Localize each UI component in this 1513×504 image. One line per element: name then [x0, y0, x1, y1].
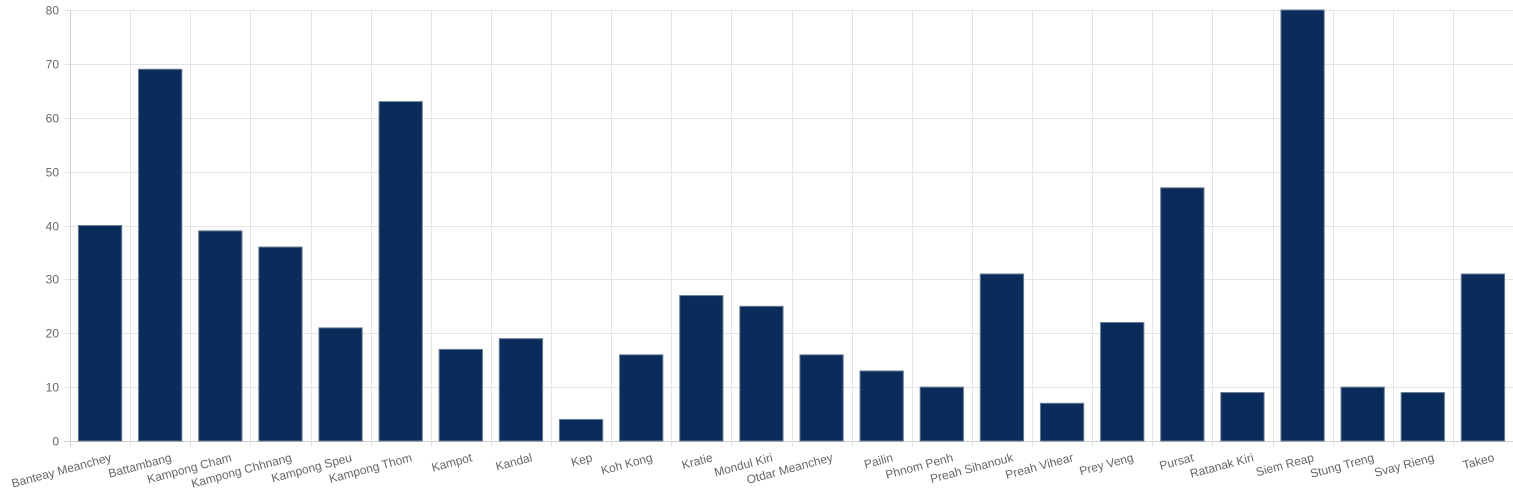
bars	[77, 9, 1506, 442]
x-tick-label: Svay Rieng	[1373, 450, 1436, 479]
bar	[859, 370, 904, 442]
bar	[1340, 386, 1385, 442]
grid	[64, 10, 1513, 447]
y-tick-label: 30	[46, 273, 60, 287]
bar	[679, 295, 724, 442]
bar	[77, 225, 123, 442]
bar	[619, 354, 664, 442]
bar	[378, 101, 423, 442]
bar	[558, 418, 604, 442]
x-tick-label: Kandal	[494, 450, 534, 473]
bar	[1039, 402, 1085, 442]
x-tick-label: Prey Veng	[1078, 450, 1135, 478]
x-tick-label: Koh Kong	[599, 450, 654, 477]
bar	[258, 246, 303, 442]
bar	[138, 68, 183, 442]
bar	[1280, 9, 1325, 442]
bar	[1220, 392, 1265, 442]
bar	[919, 386, 964, 442]
x-tick-label: Siem Reap	[1254, 450, 1315, 479]
y-tick-label: 0	[52, 435, 59, 449]
bar	[739, 305, 784, 442]
x-tick-label: Takeo	[1461, 450, 1496, 472]
bar	[1400, 392, 1445, 442]
y-axis-ticks: 0 10 20 30 40 50 60 70 80	[46, 4, 60, 449]
bar	[1100, 321, 1145, 442]
y-tick-label: 70	[46, 58, 60, 72]
y-tick-label: 40	[46, 220, 60, 234]
bar	[979, 273, 1025, 442]
bar	[799, 354, 844, 442]
x-tick-label: Banteay Meanchey	[10, 450, 113, 490]
y-tick-label: 10	[46, 381, 60, 395]
x-tick-label: Kep	[570, 450, 595, 469]
x-tick-label: Stung Treng	[1309, 450, 1376, 480]
bar	[438, 348, 483, 442]
bar	[318, 327, 363, 442]
y-tick-label: 50	[46, 166, 60, 180]
bar	[1460, 273, 1506, 442]
y-tick-label: 60	[46, 112, 60, 126]
x-tick-label: Kampot	[430, 450, 474, 474]
bar	[498, 338, 544, 442]
bar	[198, 230, 243, 442]
y-tick-label: 20	[46, 327, 60, 341]
x-tick-label: Ratanak Kiri	[1188, 450, 1255, 480]
y-tick-label: 80	[46, 4, 60, 18]
bar	[1160, 187, 1205, 442]
x-tick-label: Preah Vihear	[1004, 450, 1075, 482]
x-tick-label: Kratie	[680, 450, 714, 472]
